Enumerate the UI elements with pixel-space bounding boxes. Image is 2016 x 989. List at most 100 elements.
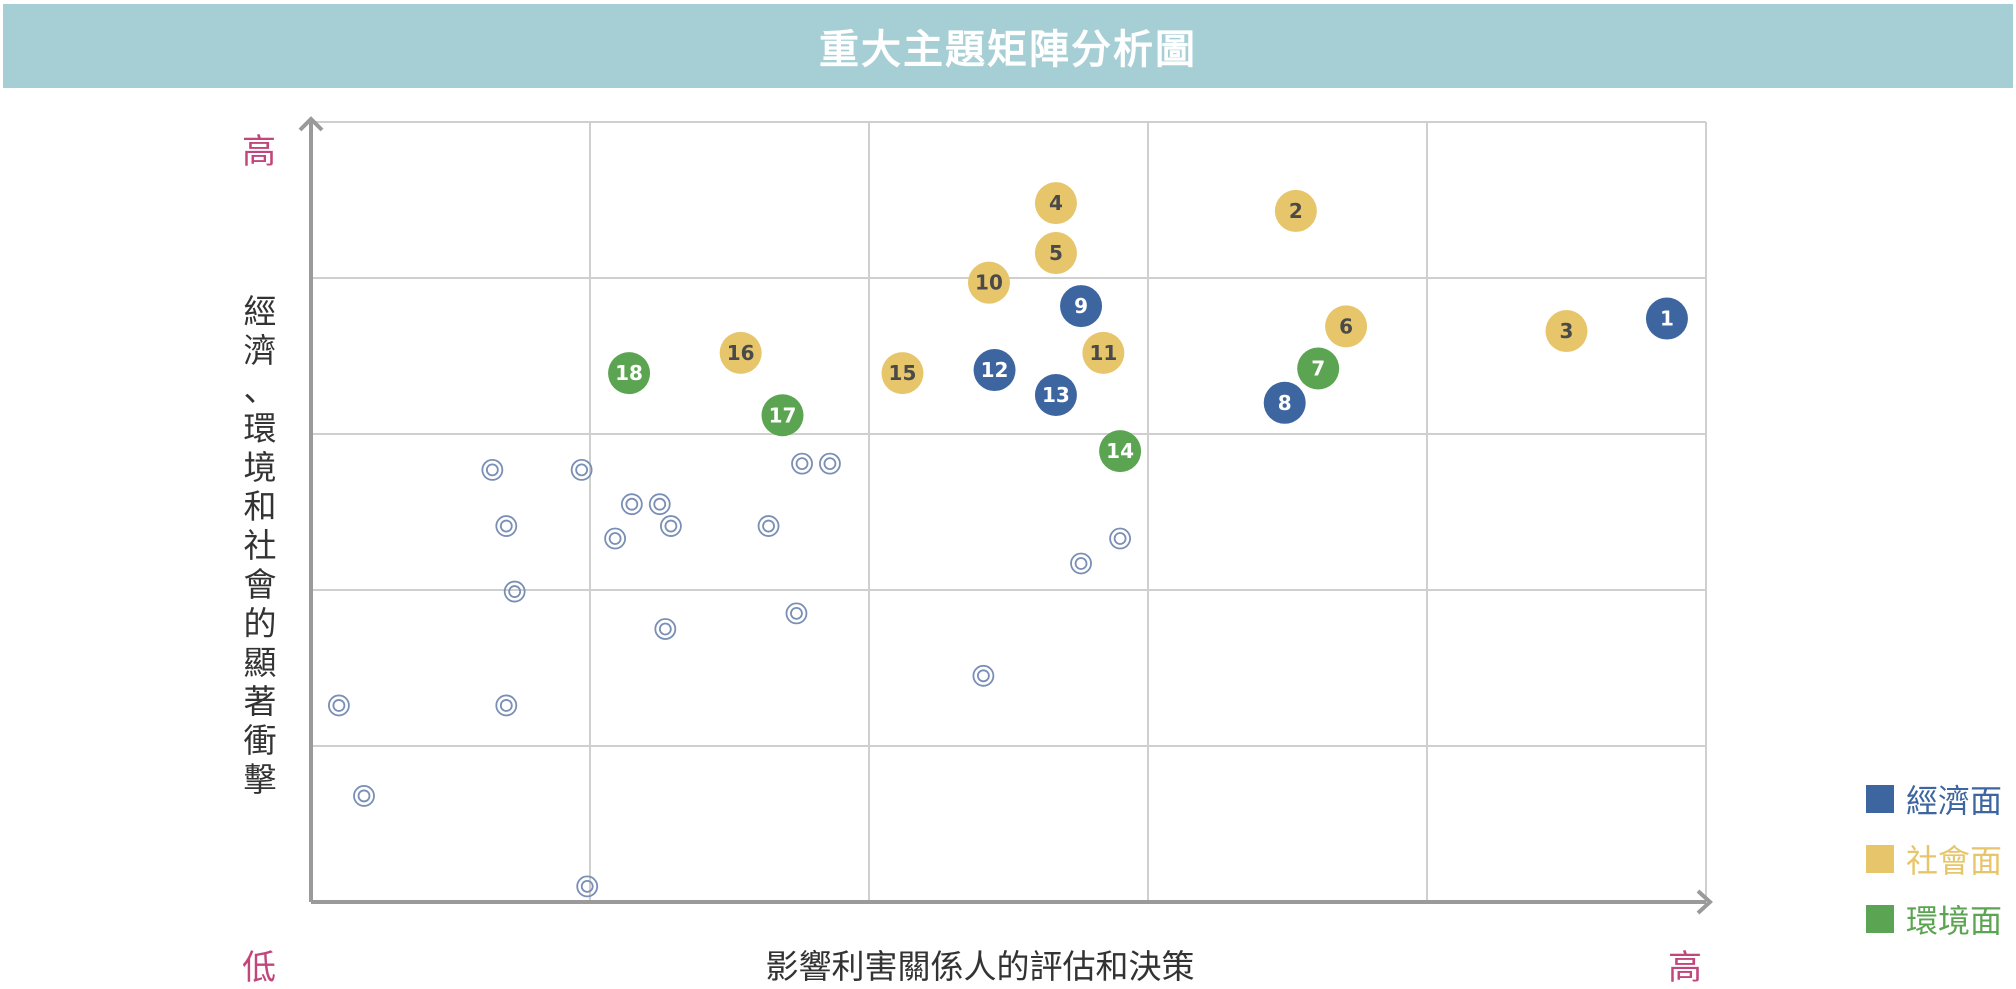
point-marker — [1082, 331, 1125, 374]
point-marker — [881, 352, 924, 395]
point-label: 4 — [1049, 191, 1063, 215]
point-label: 2 — [1289, 199, 1303, 223]
hollow-marker — [481, 458, 504, 481]
point-marker — [1099, 430, 1142, 473]
point-marker — [967, 261, 1010, 304]
point-marker — [1274, 189, 1317, 232]
hollow-marker — [757, 515, 780, 537]
y-axis-label-char: 顯 — [243, 643, 277, 682]
data-point-13: 13 — [1034, 374, 1077, 416]
legend: 經濟面 社會面 環境面 — [1866, 782, 2002, 962]
point-marker — [973, 349, 1016, 392]
point-marker — [1034, 182, 1077, 225]
hollow-marker — [660, 515, 682, 537]
title-banner: 重大主題矩陣分析圖 — [3, 4, 2013, 88]
data-point-18: 18 — [608, 352, 651, 395]
legend-item: 經濟面 — [1866, 782, 2002, 820]
legend-swatch — [1866, 785, 1894, 813]
data-point-14: 14 — [1099, 430, 1142, 473]
point-marker — [719, 331, 762, 374]
y-axis-label-char: 衝 — [243, 721, 277, 760]
hollow-marker — [327, 694, 350, 717]
point-label: 7 — [1311, 356, 1325, 380]
chart-title: 重大主題矩陣分析圖 — [819, 27, 1197, 73]
point-label: 9 — [1074, 294, 1088, 318]
y-axis-arrowhead — [298, 116, 324, 132]
y-axis-label-char: 、 — [243, 370, 277, 409]
hollow-marker — [1070, 552, 1092, 575]
x-axis-label: 影響利害關係人的評估和決策 — [765, 947, 1195, 986]
y-axis-label-char: 境 — [243, 448, 277, 487]
data-point-2: 2 — [1274, 189, 1317, 232]
x-high-label: 高 — [1668, 948, 1702, 988]
data-point-8: 8 — [1263, 381, 1306, 424]
y-axis-label-char: 著 — [243, 682, 277, 721]
point-label: 5 — [1049, 241, 1063, 265]
x-axis-arrowhead — [1696, 889, 1713, 915]
point-label: 17 — [769, 403, 797, 427]
legend-label: 社會面 — [1906, 842, 2003, 880]
point-label: 14 — [1106, 439, 1134, 463]
hollow-marker — [495, 515, 518, 537]
hollow-marker — [819, 452, 841, 475]
point-label: 6 — [1339, 314, 1353, 338]
legend-label: 經濟面 — [1906, 782, 2003, 820]
hollow-marker — [570, 458, 593, 481]
hollow-marker — [972, 664, 995, 687]
point-label: 12 — [981, 358, 1009, 382]
hollow-marker — [604, 527, 627, 550]
legend-item: 環境面 — [1866, 902, 2002, 940]
data-point-16: 16 — [719, 331, 762, 374]
data-point-9: 9 — [1060, 285, 1103, 328]
data-point-7: 7 — [1297, 347, 1340, 390]
hollow-marker — [576, 875, 599, 898]
hollow-marker — [503, 580, 526, 603]
point-label: 13 — [1042, 383, 1070, 407]
point-label: 18 — [615, 361, 643, 385]
hollow-marker — [353, 785, 375, 807]
y-axis-label-char: 會 — [243, 565, 277, 604]
y-axis-label: 經濟、環境和社會的顯著衝擊 — [238, 292, 282, 799]
point-label: 8 — [1278, 391, 1292, 415]
data-point-10: 10 — [967, 261, 1010, 304]
point-marker — [608, 352, 651, 395]
x-low-label: 低 — [242, 948, 276, 988]
legend-label: 環境面 — [1906, 902, 2003, 940]
point-label: 16 — [727, 341, 755, 365]
point-marker — [1034, 232, 1077, 275]
data-point-15: 15 — [881, 352, 924, 395]
y-axis-label-char: 環 — [243, 409, 277, 448]
data-point-5: 5 — [1034, 232, 1077, 275]
y-axis-label-char: 和 — [243, 487, 277, 526]
y-axis-label-char: 濟 — [243, 331, 277, 370]
hollow-marker — [495, 694, 518, 717]
hollow-marker — [791, 452, 813, 475]
point-marker — [1645, 297, 1688, 340]
point-label: 1 — [1660, 307, 1674, 331]
hollow-marker — [648, 493, 671, 516]
unlabeled-points — [327, 452, 1131, 898]
legend-swatch — [1866, 905, 1894, 933]
point-label: 10 — [975, 271, 1003, 295]
y-axis-label-char: 的 — [243, 604, 277, 643]
point-marker — [1060, 285, 1103, 328]
point-marker — [1325, 305, 1368, 348]
y-axis-label-char: 經 — [243, 292, 277, 331]
point-marker — [1545, 310, 1588, 353]
point-marker — [1263, 381, 1306, 424]
data-point-1: 1 — [1645, 297, 1688, 340]
point-marker — [1297, 347, 1340, 390]
data-point-17: 17 — [761, 394, 804, 437]
data-point-4: 4 — [1034, 182, 1077, 225]
axes — [298, 116, 1713, 915]
point-label: 11 — [1089, 341, 1117, 365]
point-marker — [1034, 374, 1077, 416]
data-point-12: 12 — [973, 349, 1016, 392]
data-point-3: 3 — [1545, 310, 1588, 353]
grid — [311, 121, 1707, 902]
point-label: 3 — [1560, 319, 1574, 343]
hollow-marker — [654, 618, 677, 640]
legend-item: 社會面 — [1866, 842, 2002, 880]
legend-swatch — [1866, 845, 1894, 873]
